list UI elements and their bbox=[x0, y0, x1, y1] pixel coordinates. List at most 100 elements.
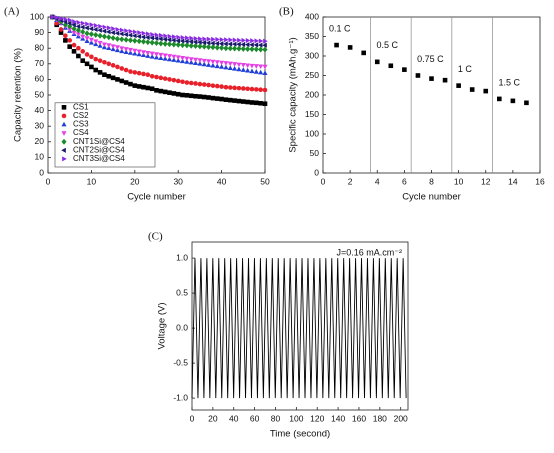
data-point bbox=[63, 16, 69, 22]
data-point bbox=[88, 31, 94, 38]
data-point bbox=[136, 70, 142, 76]
data-point bbox=[193, 93, 198, 99]
legend-marker bbox=[62, 156, 67, 162]
y-tick-label: 20 bbox=[35, 136, 45, 146]
data-point bbox=[115, 77, 120, 82]
data-point bbox=[236, 85, 242, 91]
data-point bbox=[92, 26, 98, 33]
y-tick-label: 80 bbox=[35, 42, 45, 52]
data-point bbox=[97, 70, 103, 75]
x-tick-label: 10 bbox=[454, 176, 464, 186]
x-axis-label: Cycle number bbox=[402, 192, 461, 203]
data-point bbox=[249, 46, 255, 53]
data-point bbox=[71, 30, 77, 36]
data-point bbox=[102, 24, 108, 30]
data-point bbox=[115, 64, 120, 70]
data-point bbox=[150, 31, 155, 38]
data-point bbox=[172, 34, 177, 40]
data-point bbox=[114, 30, 120, 36]
data-point bbox=[80, 34, 86, 40]
data-point bbox=[241, 99, 246, 104]
data-point bbox=[140, 38, 147, 45]
data-point bbox=[132, 70, 138, 75]
y-tick-label: 40 bbox=[35, 105, 45, 115]
x-axis-label: Time (second) bbox=[270, 429, 330, 440]
data-point bbox=[206, 59, 212, 64]
data-point bbox=[201, 61, 207, 67]
data-point bbox=[254, 87, 259, 92]
data-point bbox=[123, 67, 129, 73]
y-axis-label: Specific capacity (mAh.g⁻¹) bbox=[288, 37, 299, 152]
data-point bbox=[84, 61, 90, 67]
data-point bbox=[223, 45, 229, 52]
data-point bbox=[185, 35, 190, 41]
data-point bbox=[119, 27, 125, 33]
data-point bbox=[119, 78, 125, 84]
data-point bbox=[175, 55, 181, 61]
data-point bbox=[140, 34, 146, 40]
data-point bbox=[141, 30, 147, 36]
y-tick-label: 50 bbox=[35, 89, 45, 99]
data-point bbox=[197, 94, 203, 99]
data-point bbox=[227, 85, 233, 90]
data-point bbox=[162, 56, 168, 61]
data-point bbox=[210, 62, 216, 68]
data-point bbox=[166, 41, 173, 48]
data-point bbox=[197, 81, 203, 87]
data-point bbox=[158, 55, 164, 61]
data-point bbox=[106, 25, 112, 31]
data-point bbox=[97, 58, 103, 63]
data-point bbox=[158, 40, 164, 47]
x-tick-label: 12 bbox=[481, 176, 491, 186]
data-point bbox=[84, 36, 90, 41]
data-point bbox=[188, 57, 194, 62]
data-point bbox=[132, 33, 137, 39]
data-point bbox=[145, 34, 150, 40]
data-point bbox=[245, 67, 251, 73]
data-point bbox=[128, 69, 133, 74]
data-point bbox=[80, 28, 86, 35]
data-point bbox=[258, 100, 263, 106]
data-point bbox=[202, 36, 207, 42]
legend-marker bbox=[61, 113, 67, 119]
data-point bbox=[136, 84, 142, 89]
data-point bbox=[101, 33, 107, 40]
data-point bbox=[198, 36, 203, 42]
x-tick-label: 80 bbox=[271, 413, 281, 423]
data-point bbox=[101, 42, 107, 48]
data-point bbox=[93, 39, 99, 44]
data-point bbox=[241, 37, 247, 43]
data-point bbox=[153, 35, 159, 41]
y-tick-label: 30 bbox=[35, 120, 45, 130]
data-point bbox=[184, 38, 189, 44]
data-point bbox=[97, 40, 103, 46]
data-point bbox=[469, 87, 475, 92]
x-tick-label: 20 bbox=[208, 413, 218, 423]
legend-marker bbox=[61, 121, 67, 127]
data-point bbox=[175, 91, 181, 97]
y-tick-label: 300 bbox=[305, 50, 319, 60]
data-point bbox=[206, 62, 212, 67]
data-point bbox=[76, 45, 81, 51]
data-point bbox=[84, 52, 90, 57]
legend-label: CS1 bbox=[73, 102, 89, 111]
plot-frame bbox=[191, 241, 409, 411]
data-point bbox=[166, 56, 173, 62]
x-tick-label: 0 bbox=[46, 176, 51, 186]
x-tick-label: 20 bbox=[130, 176, 140, 186]
x-tick-label: 14 bbox=[508, 176, 518, 186]
x-tick-label: 2 bbox=[348, 176, 353, 186]
data-point bbox=[58, 27, 64, 32]
data-point bbox=[179, 38, 185, 44]
data-point bbox=[149, 86, 155, 92]
data-point bbox=[224, 37, 229, 43]
y-tick-label: 100 bbox=[30, 11, 44, 21]
data-point bbox=[158, 52, 164, 58]
data-point bbox=[80, 58, 86, 63]
data-point bbox=[149, 35, 154, 41]
legend-marker bbox=[61, 105, 67, 110]
data-point bbox=[197, 39, 202, 45]
data-point bbox=[188, 39, 194, 45]
data-point bbox=[206, 82, 211, 88]
